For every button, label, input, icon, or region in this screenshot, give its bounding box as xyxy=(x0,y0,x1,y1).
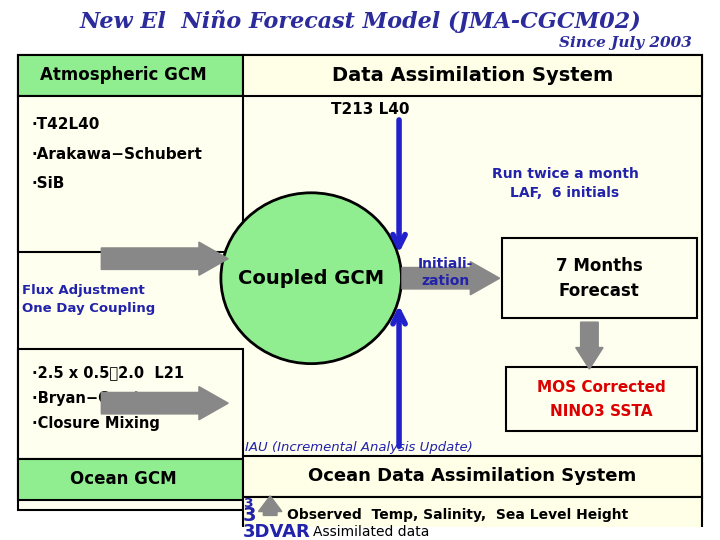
Text: ³: ³ xyxy=(243,498,253,518)
Text: zation: zation xyxy=(422,274,470,288)
FancyArrow shape xyxy=(102,387,228,420)
Text: ·Bryan−Cox type: ·Bryan−Cox type xyxy=(32,391,171,406)
Text: Observed  Temp, Salinity,  Sea Level Height: Observed Temp, Salinity, Sea Level Heigh… xyxy=(287,509,629,522)
FancyBboxPatch shape xyxy=(18,96,243,252)
Text: Ocean Data Assimilation System: Ocean Data Assimilation System xyxy=(308,468,636,485)
FancyBboxPatch shape xyxy=(102,393,155,414)
FancyBboxPatch shape xyxy=(18,55,243,96)
FancyBboxPatch shape xyxy=(506,367,697,431)
Text: T213 L40: T213 L40 xyxy=(330,102,409,117)
Text: Ocean GCM: Ocean GCM xyxy=(71,470,177,488)
Text: LAF,  6 initials: LAF, 6 initials xyxy=(510,186,620,200)
Text: One Day Coupling: One Day Coupling xyxy=(22,302,156,315)
FancyBboxPatch shape xyxy=(102,248,155,269)
Ellipse shape xyxy=(221,193,402,363)
Text: ·SiB: ·SiB xyxy=(32,176,66,191)
Text: Data Assimilation System: Data Assimilation System xyxy=(332,66,613,85)
Text: ·Closure Mixing: ·Closure Mixing xyxy=(32,416,160,431)
Text: New El  Niño Forecast Model (JMA-CGCM02): New El Niño Forecast Model (JMA-CGCM02) xyxy=(79,10,641,33)
Text: Since July 2003: Since July 2003 xyxy=(559,36,692,50)
FancyBboxPatch shape xyxy=(18,459,243,500)
FancyArrow shape xyxy=(402,261,500,295)
FancyBboxPatch shape xyxy=(18,349,243,459)
FancyArrow shape xyxy=(102,242,228,275)
Text: 3DVAR: 3DVAR xyxy=(243,523,310,540)
Text: Initiali-: Initiali- xyxy=(418,256,474,271)
Text: MOS Corrected: MOS Corrected xyxy=(536,380,665,395)
FancyBboxPatch shape xyxy=(243,55,702,96)
FancyBboxPatch shape xyxy=(18,55,702,510)
Text: Assimilated data: Assimilated data xyxy=(313,525,430,539)
Text: Coupled GCM: Coupled GCM xyxy=(238,269,384,288)
Text: Atmospheric GCM: Atmospheric GCM xyxy=(40,66,207,84)
Text: Flux Adjustment: Flux Adjustment xyxy=(22,285,145,298)
Text: 3: 3 xyxy=(243,506,256,525)
FancyArrow shape xyxy=(576,322,603,369)
Text: ·Arakawa−Schubert: ·Arakawa−Schubert xyxy=(32,147,203,162)
Text: ·2.5 x 0.5～2.0  L21: ·2.5 x 0.5～2.0 L21 xyxy=(32,366,184,380)
Text: IAU (Incremental Analysis Update): IAU (Incremental Analysis Update) xyxy=(245,441,472,454)
FancyBboxPatch shape xyxy=(243,456,702,497)
Text: NINO3 SSTA: NINO3 SSTA xyxy=(550,404,652,420)
Text: 7 Months: 7 Months xyxy=(556,256,642,274)
FancyArrow shape xyxy=(258,496,282,516)
FancyBboxPatch shape xyxy=(243,497,702,534)
Text: ·T42L40: ·T42L40 xyxy=(32,118,100,132)
Text: Forecast: Forecast xyxy=(559,282,639,300)
Text: Run twice a month: Run twice a month xyxy=(492,167,639,181)
FancyBboxPatch shape xyxy=(502,238,697,318)
